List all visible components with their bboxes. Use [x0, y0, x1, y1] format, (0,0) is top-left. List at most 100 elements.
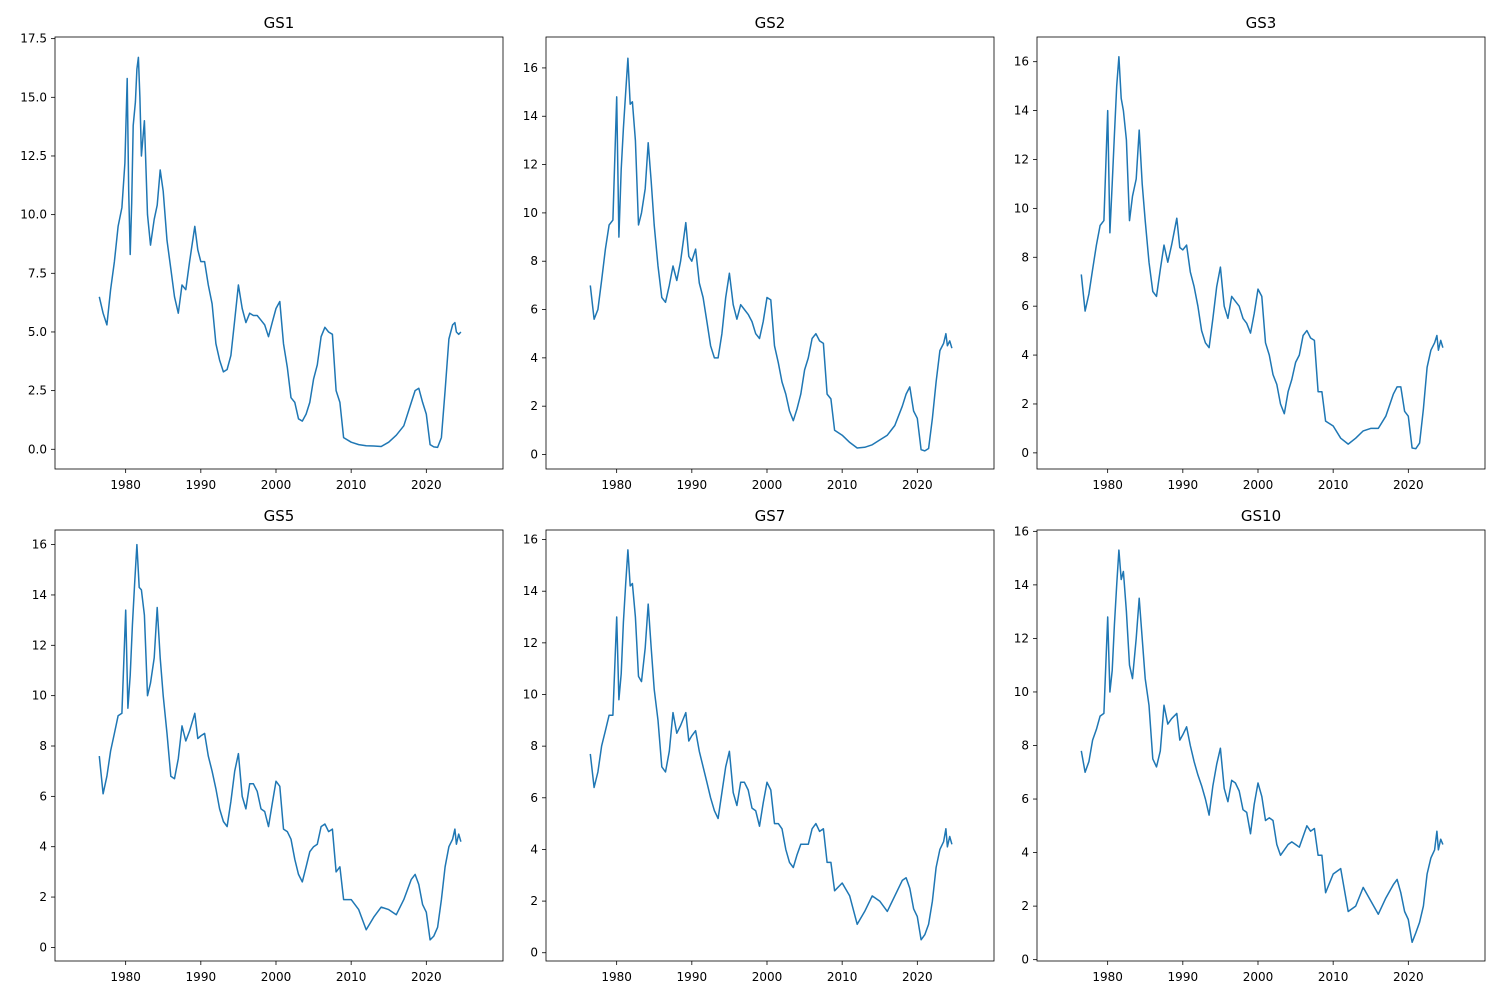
- x-tick-label: 1990: [1168, 970, 1199, 984]
- subplot-title: GS5: [264, 507, 295, 525]
- x-tick-label: 1980: [1092, 970, 1123, 984]
- y-tick-label: 16: [1014, 524, 1029, 538]
- x-tick-label: 1990: [186, 478, 217, 492]
- series-line: [589, 57, 953, 452]
- x-tick-label: 2010: [1318, 478, 1349, 492]
- x-tick-label: 1980: [601, 970, 632, 984]
- y-tick-label: 10: [1014, 685, 1029, 699]
- y-tick-label: 12: [523, 158, 538, 172]
- y-tick-label: 2: [530, 894, 538, 908]
- x-tick-label: 1990: [677, 970, 708, 984]
- x-tick-label: 1990: [1168, 478, 1199, 492]
- subplot-title: GS1: [264, 14, 295, 32]
- y-tick-label: 2.5: [28, 384, 47, 398]
- y-tick-label: 0: [530, 946, 538, 960]
- y-tick-label: 8: [39, 739, 47, 753]
- axes-frame: [1036, 36, 1486, 470]
- y-tick-label: 14: [523, 109, 538, 123]
- y-tick-label: 16: [1014, 55, 1029, 69]
- y-tick-label: 14: [1014, 104, 1029, 118]
- y-tick-label: 12.5: [20, 149, 47, 163]
- x-tick-label: 2020: [902, 970, 933, 984]
- y-tick-label: 4: [1021, 846, 1029, 860]
- y-tick-label: 12: [32, 638, 47, 652]
- subplot-title: GS3: [1246, 14, 1277, 32]
- y-tick-label: 0: [1021, 446, 1029, 460]
- series-line: [1080, 56, 1444, 450]
- subplot-title: GS2: [755, 14, 786, 32]
- y-tick-label: 12: [523, 636, 538, 650]
- y-tick-label: 2: [1021, 397, 1029, 411]
- y-tick-label: 15.0: [20, 90, 47, 104]
- y-tick-label: 6: [530, 303, 538, 317]
- axes-frame: [54, 36, 504, 470]
- x-tick-label: 1980: [110, 478, 141, 492]
- y-tick-label: 8: [530, 739, 538, 753]
- y-tick-label: 16: [32, 538, 47, 552]
- x-tick-label: 2020: [411, 478, 442, 492]
- y-tick-label: 4: [530, 842, 538, 856]
- axes-frame: [545, 529, 995, 962]
- y-tick-label: 0: [530, 448, 538, 462]
- y-tick-label: 2: [1021, 899, 1029, 913]
- subplot-title: GS10: [1241, 507, 1281, 525]
- y-tick-label: 14: [32, 588, 47, 602]
- y-tick-label: 6: [1021, 299, 1029, 313]
- y-tick-label: 4: [39, 840, 47, 854]
- y-tick-label: 8: [530, 254, 538, 268]
- y-tick-label: 10: [32, 689, 47, 703]
- x-tick-label: 1980: [1092, 478, 1123, 492]
- subplot-title: GS7: [755, 507, 786, 525]
- x-tick-label: 2020: [1393, 478, 1424, 492]
- y-tick-label: 8: [1021, 250, 1029, 264]
- y-tick-label: 12: [1014, 631, 1029, 645]
- y-tick-label: 10: [1014, 201, 1029, 215]
- series-line: [1080, 549, 1444, 944]
- subplot-gs5: GS5 1980 1990 2000 2010 2020 0 2 4 6 8 10 12 14 16: [32, 507, 504, 984]
- y-tick-label: 12: [1014, 152, 1029, 166]
- x-tick-label: 2000: [752, 970, 783, 984]
- y-tick-label: 10: [523, 206, 538, 220]
- y-tick-label: 0: [1021, 953, 1029, 967]
- axes-frame: [545, 36, 995, 470]
- y-tick-label: 7.5: [28, 266, 47, 280]
- x-tick-label: 2000: [261, 478, 292, 492]
- y-tick-label: 6: [39, 789, 47, 803]
- x-tick-label: 2000: [1243, 478, 1274, 492]
- y-tick-label: 14: [1014, 578, 1029, 592]
- series-line: [589, 549, 953, 941]
- x-tick-label: 1990: [677, 478, 708, 492]
- x-tick-label: 2000: [752, 478, 783, 492]
- x-tick-label: 1980: [110, 970, 141, 984]
- x-tick-label: 2010: [336, 970, 367, 984]
- subplot-gs3: GS3 1980 1990 2000 2010 2020 0 2 4 6 8 10 12 14 16: [1014, 14, 1486, 492]
- subplot-gs2: GS2 1980 1990 2000 2010 2020 0 2 4 6 8 10 12 14 16: [523, 14, 995, 492]
- series-line: [98, 543, 462, 941]
- y-tick-label: 2: [530, 399, 538, 413]
- x-tick-label: 1980: [601, 478, 632, 492]
- x-tick-label: 2010: [827, 970, 858, 984]
- series-line: [98, 56, 462, 449]
- x-tick-label: 2010: [1318, 970, 1349, 984]
- subplot-gs1: GS1 1980 1990 2000 2010 2020 0.0 2.5 5.0 7.5 10.0…: [20, 14, 504, 492]
- y-tick-label: 4: [1021, 348, 1029, 362]
- x-tick-label: 2010: [336, 478, 367, 492]
- y-tick-label: 16: [523, 61, 538, 75]
- y-tick-label: 16: [523, 533, 538, 547]
- y-tick-label: 5.0: [28, 325, 47, 339]
- x-tick-label: 2010: [827, 478, 858, 492]
- x-tick-label: 2020: [1393, 970, 1424, 984]
- y-tick-label: 2: [39, 890, 47, 904]
- axes-frame: [54, 529, 504, 962]
- x-tick-label: 1990: [186, 970, 217, 984]
- y-tick-label: 14: [523, 584, 538, 598]
- y-tick-label: 10: [523, 687, 538, 701]
- y-tick-label: 6: [1021, 792, 1029, 806]
- y-tick-label: 6: [530, 791, 538, 805]
- x-tick-label: 2020: [411, 970, 442, 984]
- y-tick-label: 10.0: [20, 208, 47, 222]
- x-tick-label: 2000: [261, 970, 292, 984]
- subplot-gs7: GS7 1980 1990 2000 2010 2020 0 2 4 6 8 10 12 14 16: [523, 507, 995, 984]
